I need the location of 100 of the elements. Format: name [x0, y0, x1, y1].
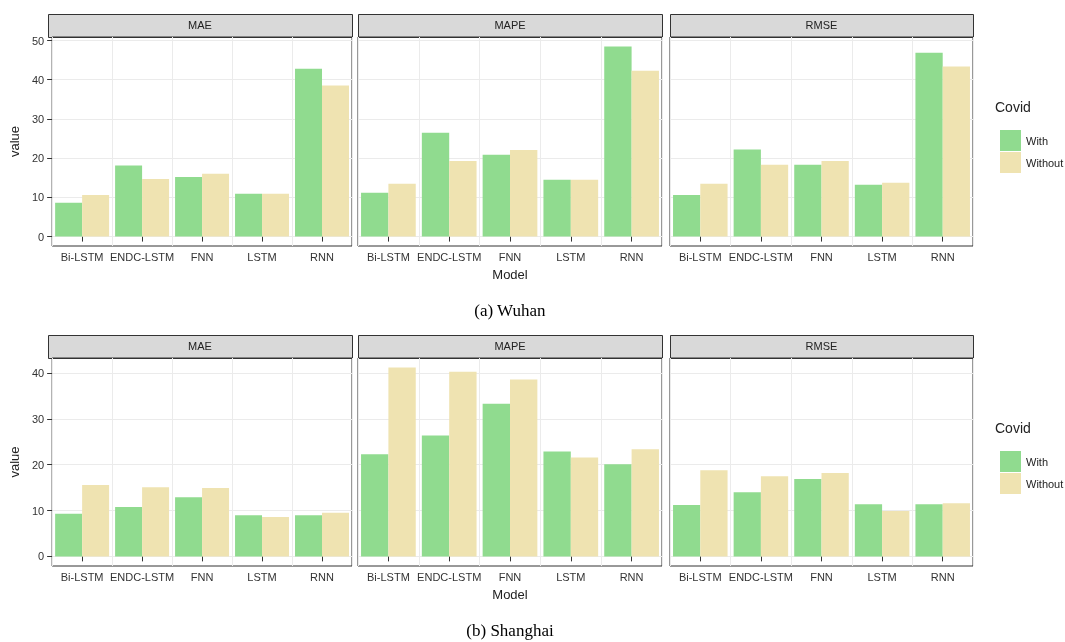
bar	[322, 512, 349, 557]
bar	[82, 484, 110, 557]
bar	[55, 202, 83, 237]
legend-label: With	[1026, 455, 1048, 468]
x-tick-label: RNN	[619, 570, 644, 583]
y-tick-label: 30	[31, 112, 45, 125]
text: (b) Shanghai	[466, 621, 554, 640]
x-tick-label: Bi-LSTM	[60, 250, 104, 263]
bar	[482, 403, 510, 557]
bar	[175, 176, 203, 237]
y-tick-label: 20	[31, 458, 45, 471]
bar	[794, 164, 822, 237]
x-tick-label: LSTM	[247, 570, 277, 583]
bar	[915, 52, 943, 237]
x-tick-label: ENDC-LSTM	[110, 570, 175, 583]
bar	[235, 515, 263, 557]
bar	[543, 179, 571, 237]
bar	[673, 505, 701, 557]
bar	[794, 478, 822, 557]
bar	[322, 85, 349, 237]
y-axis-title: value	[7, 125, 22, 158]
bar	[115, 506, 143, 557]
x-tick-label: FNN	[190, 570, 214, 583]
bar	[142, 487, 170, 557]
bar	[262, 516, 290, 557]
bar	[421, 132, 450, 237]
bar	[631, 449, 659, 557]
bar	[821, 473, 849, 557]
x-tick-label: Bi-LSTM	[367, 250, 410, 263]
bar	[882, 182, 910, 237]
chart-title: RMSE	[805, 339, 838, 352]
y-axis-title: value	[7, 446, 22, 478]
chart-title: MAPE	[494, 339, 526, 352]
y-tick-label: 10	[31, 504, 45, 517]
y-tick-label: 0	[38, 550, 45, 563]
bar	[760, 476, 789, 557]
bar	[510, 379, 538, 557]
x-tick-label: FNN	[498, 570, 522, 583]
bar	[388, 183, 416, 237]
bar	[361, 454, 389, 557]
bar	[942, 66, 970, 237]
y-tick-label: 50	[31, 34, 45, 47]
bar	[733, 149, 761, 237]
x-tick-label: FNN	[810, 250, 833, 263]
bar	[421, 435, 450, 557]
bar	[700, 183, 728, 237]
bar	[760, 164, 789, 237]
x-tick-label: ENDC-LSTM	[728, 250, 793, 263]
chart-title: RMSE	[805, 18, 838, 31]
bar	[388, 367, 416, 557]
x-tick-label: RNN	[310, 570, 334, 583]
y-tick-label: 20	[31, 152, 45, 165]
bar	[449, 371, 477, 557]
x-tick-label: ENDC-LSTM	[110, 250, 175, 263]
bar	[449, 160, 477, 237]
bar	[202, 173, 230, 237]
bar	[673, 195, 701, 237]
x-tick-label: Bi-LSTM	[678, 250, 722, 263]
x-axis-title: Model	[492, 267, 528, 282]
bar	[115, 165, 143, 237]
bar	[262, 193, 290, 237]
y-tick-label: 0	[38, 230, 45, 243]
bar	[631, 70, 659, 237]
x-tick-label: RNN	[619, 250, 644, 263]
bar	[854, 184, 883, 237]
y-tick-label: 40	[31, 367, 45, 380]
bar	[854, 504, 883, 557]
text: (a) Wuhan	[474, 301, 546, 320]
x-tick-label: RNN	[930, 570, 955, 583]
x-tick-label: Bi-LSTM	[678, 570, 722, 583]
x-tick-label: FNN	[190, 250, 214, 263]
bar	[604, 46, 632, 237]
bar	[700, 470, 728, 557]
x-tick-label: RNN	[930, 250, 955, 263]
bar	[295, 515, 323, 557]
x-tick-label: Bi-LSTM	[367, 570, 410, 583]
bar	[361, 192, 389, 237]
chart-title: MAE	[188, 18, 212, 31]
legend-title: Covid	[995, 420, 1031, 436]
x-tick-label: RNN	[310, 250, 334, 263]
x-tick-label: FNN	[498, 250, 522, 263]
bar	[202, 488, 230, 557]
x-tick-label: LSTM	[867, 570, 897, 583]
y-tick-label: 40	[31, 73, 45, 86]
bar	[942, 503, 970, 557]
bar	[570, 457, 599, 557]
bar	[543, 451, 571, 557]
bar	[733, 492, 761, 557]
legend-label: Without	[1026, 477, 1064, 490]
bar	[882, 511, 910, 557]
bar	[175, 497, 203, 557]
bar	[821, 160, 849, 237]
chart-title: MAE	[188, 339, 212, 352]
bar	[295, 68, 323, 237]
bar	[235, 193, 263, 237]
y-tick-label: 30	[31, 412, 45, 425]
x-tick-label: FNN	[810, 570, 833, 583]
x-tick-label: ENDC-LSTM	[417, 250, 482, 263]
chart-title: MAPE	[494, 18, 526, 31]
legend-label: With	[1026, 134, 1048, 147]
